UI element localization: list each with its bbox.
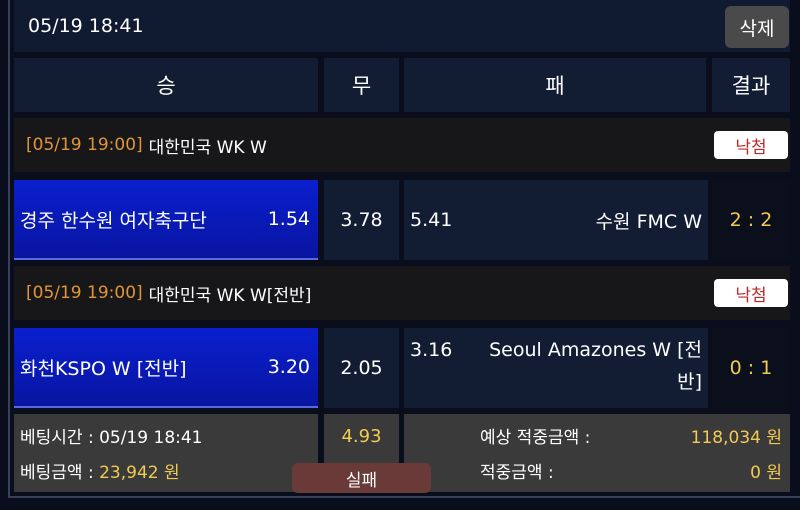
home-team: 경주 한수원 여자축구단 bbox=[20, 209, 207, 232]
match-league: 대한민국 WK W bbox=[148, 137, 267, 158]
match-header: [05/19 19:00] 대한민국 WK W 낙첨 bbox=[14, 118, 790, 172]
draw-odds[interactable]: 2.05 bbox=[324, 328, 399, 408]
away-odds: 5.41 bbox=[410, 209, 453, 231]
match-score: 0 : 1 bbox=[712, 328, 790, 408]
home-odds: 1.54 bbox=[267, 208, 310, 230]
payout-info: 예상 적중금액 : 118,034 원 적중금액 : 0 원 bbox=[404, 414, 790, 492]
home-odds: 3.20 bbox=[267, 356, 310, 378]
status-badge: 낙첨 bbox=[714, 131, 788, 159]
bet-header: 05/19 18:41 삭제 bbox=[14, 0, 790, 52]
away-team: 수원 FMC W bbox=[595, 210, 702, 233]
match-header: [05/19 19:00] 대한민국 WK W[전반] 낙첨 bbox=[14, 266, 790, 320]
match-time: [05/19 19:00] bbox=[26, 283, 143, 303]
delete-button[interactable]: 삭제 bbox=[725, 6, 789, 48]
bet-amount: 23,942 원 bbox=[99, 463, 180, 483]
expected-label: 예상 적중금액 : bbox=[480, 428, 591, 448]
expected-amount: 118,034 원 bbox=[690, 428, 782, 448]
result-badge: 실패 bbox=[292, 463, 431, 493]
won-amount: 0 원 bbox=[750, 463, 782, 483]
col-result: 결과 bbox=[712, 58, 790, 112]
bet-card bbox=[8, 0, 800, 498]
bet-time-label: 베팅시간 : bbox=[20, 428, 94, 448]
match-score: 2 : 2 bbox=[712, 180, 790, 260]
away-selection[interactable]: 3.16 Seoul Amazones W [전반] bbox=[404, 328, 708, 408]
match-time: [05/19 19:00] bbox=[26, 135, 143, 155]
away-odds: 3.16 bbox=[410, 339, 453, 361]
col-win: 승 bbox=[14, 58, 318, 112]
total-odds: 4.93 bbox=[341, 426, 382, 447]
away-team: Seoul Amazones W [전반] bbox=[489, 339, 702, 393]
won-label: 적중금액 : bbox=[480, 463, 554, 483]
home-selection[interactable]: 경주 한수원 여자축구단 1.54 bbox=[14, 180, 318, 260]
bet-datetime: 05/19 18:41 bbox=[28, 15, 144, 37]
match-league: 대한민국 WK W[전반] bbox=[148, 285, 312, 306]
col-draw: 무 bbox=[324, 58, 399, 112]
draw-odds[interactable]: 3.78 bbox=[324, 180, 399, 260]
away-selection[interactable]: 5.41 수원 FMC W bbox=[404, 180, 708, 260]
home-team: 화천KSPO W [전반] bbox=[20, 357, 187, 380]
bet-info: 베팅시간 : 05/19 18:41 베팅금액 : 23,942 원 bbox=[14, 414, 318, 492]
bet-time: 05/19 18:41 bbox=[99, 428, 203, 448]
bet-amount-label: 베팅금액 : bbox=[20, 463, 94, 483]
home-selection[interactable]: 화천KSPO W [전반] 3.20 bbox=[14, 328, 318, 408]
col-lose: 패 bbox=[404, 58, 706, 112]
status-badge: 낙첨 bbox=[714, 279, 788, 307]
